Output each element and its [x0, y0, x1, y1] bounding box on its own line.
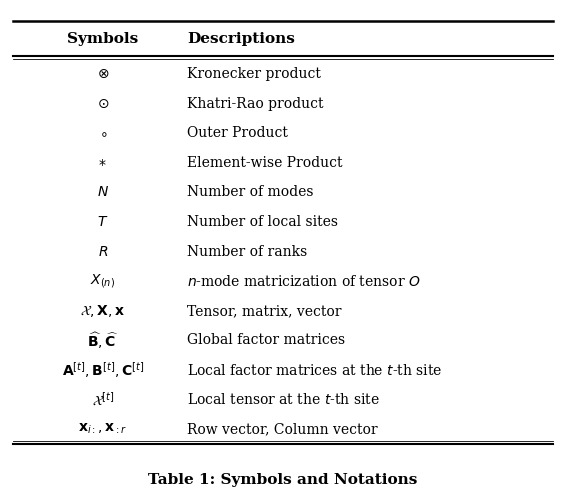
Text: Number of ranks: Number of ranks: [187, 245, 307, 259]
Text: $R$: $R$: [97, 245, 108, 259]
Text: Kronecker product: Kronecker product: [187, 67, 321, 81]
Text: Number of local sites: Number of local sites: [187, 215, 338, 229]
Text: Symbols: Symbols: [67, 32, 139, 46]
Text: $n$-mode matricization of tensor $O$: $n$-mode matricization of tensor $O$: [187, 274, 421, 289]
Text: $\mathbf{A}^{[t]}, \mathbf{B}^{[t]}, \mathbf{C}^{[t]}$: $\mathbf{A}^{[t]}, \mathbf{B}^{[t]}, \ma…: [62, 360, 144, 380]
Text: Number of modes: Number of modes: [187, 185, 314, 200]
Text: $\mathcal{X}, \mathbf{X}, \mathbf{x}$: $\mathcal{X}, \mathbf{X}, \mathbf{x}$: [80, 303, 126, 319]
Text: Outer Product: Outer Product: [187, 126, 288, 140]
Text: $\circ$: $\circ$: [98, 126, 107, 140]
Text: $*$: $*$: [98, 156, 107, 170]
Text: $\mathbf{x}_{i:}, \mathbf{x}_{:r}$: $\mathbf{x}_{i:}, \mathbf{x}_{:r}$: [78, 422, 127, 436]
Text: $\odot$: $\odot$: [97, 97, 109, 111]
Text: $\widehat{\mathbf{B}}, \widehat{\mathbf{C}}$: $\widehat{\mathbf{B}}, \widehat{\mathbf{…: [87, 330, 118, 351]
Text: Global factor matrices: Global factor matrices: [187, 333, 345, 347]
Text: Local factor matrices at the $t$-th site: Local factor matrices at the $t$-th site: [187, 363, 443, 377]
Text: Local tensor at the $t$-th site: Local tensor at the $t$-th site: [187, 392, 380, 407]
Text: Descriptions: Descriptions: [187, 32, 295, 46]
Text: $\mathcal{X}^{[t]}$: $\mathcal{X}^{[t]}$: [92, 391, 114, 408]
Text: $\otimes$: $\otimes$: [97, 67, 109, 81]
Text: Table 1: Symbols and Notations: Table 1: Symbols and Notations: [148, 473, 418, 487]
Text: $N$: $N$: [97, 185, 109, 200]
Text: Khatri-Rao product: Khatri-Rao product: [187, 97, 324, 111]
Text: Element-wise Product: Element-wise Product: [187, 156, 343, 170]
Text: Tensor, matrix, vector: Tensor, matrix, vector: [187, 304, 342, 318]
Text: $T$: $T$: [97, 215, 109, 229]
Text: $X_{(n)}$: $X_{(n)}$: [91, 272, 115, 290]
Text: Row vector, Column vector: Row vector, Column vector: [187, 422, 378, 436]
